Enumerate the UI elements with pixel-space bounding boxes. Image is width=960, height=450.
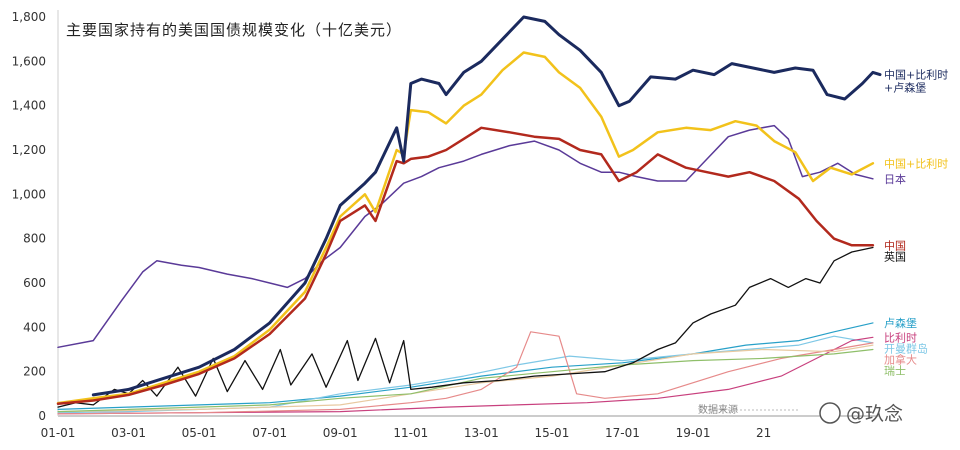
x-tick-label: 05-01 (182, 426, 217, 440)
series-end-label: 英国 (884, 249, 906, 263)
y-tick-label: 1,800 (12, 10, 46, 24)
series-end-label: 中国+比利时 (884, 69, 948, 82)
y-axis-ticks: 0 200 400 600 800 1,000 1,200 1,400 1,600 1,800 (12, 10, 46, 423)
x-tick-label: 11-01 (393, 426, 428, 440)
x-tick-label: 15-01 (534, 426, 569, 440)
x-axis-ticks: 01-01 03-01 05-01 07-01 09-01 11-01 13-01 15-01… (41, 426, 772, 440)
y-tick-label: 1,400 (12, 99, 46, 113)
x-tick-label: 19-01 (676, 426, 711, 440)
watermark-text: @玖念 (846, 402, 903, 425)
y-tick-label: 0 (38, 409, 46, 423)
watermark-logo-icon (819, 402, 841, 424)
chart-title: 主要国家持有的美国国债规模变化（十亿美元） (66, 21, 402, 39)
series-line (56, 51, 875, 405)
series-end-label: 卢森堡 (884, 316, 917, 330)
y-tick-label: 400 (23, 320, 46, 334)
y-tick-label: 600 (23, 276, 46, 290)
source-note: 数据来源 (698, 403, 738, 416)
y-tick-label: 1,600 (12, 54, 46, 68)
watermark: @玖念 (819, 402, 903, 425)
y-tick-label: 1,200 (12, 143, 46, 157)
x-tick-label: 21 (756, 426, 771, 440)
series-end-label: 瑞士 (884, 363, 906, 377)
series-line (56, 126, 875, 406)
x-tick-label: 17-01 (605, 426, 640, 440)
x-tick-label: 09-01 (323, 426, 358, 440)
series-end-label: 开曼群岛 (884, 341, 928, 355)
series-lines (56, 15, 882, 415)
series-line (57, 348, 874, 413)
series-line (57, 124, 874, 349)
x-tick-label: 03-01 (111, 426, 146, 440)
x-tick-label: 01-01 (41, 426, 76, 440)
series-line (91, 15, 882, 397)
y-tick-label: 1,000 (12, 187, 46, 201)
series-end-label: 加拿大 (884, 352, 917, 366)
series-end-label: +卢森堡 (884, 81, 926, 95)
series-end-label: 中国 (884, 239, 906, 252)
x-tick-label: 13-01 (464, 426, 499, 440)
x-tick-label: 07-01 (252, 426, 287, 440)
series-line (57, 344, 874, 413)
series-end-label: 比利时 (884, 331, 917, 344)
series-line (57, 246, 874, 408)
y-tick-label: 800 (23, 232, 46, 246)
series-end-label: 中国+比利时 (884, 157, 948, 170)
series-line (57, 336, 874, 415)
y-tick-label: 200 (23, 365, 46, 379)
series-line (57, 322, 874, 410)
series-line (57, 331, 874, 415)
series-end-label: 日本 (884, 172, 906, 186)
